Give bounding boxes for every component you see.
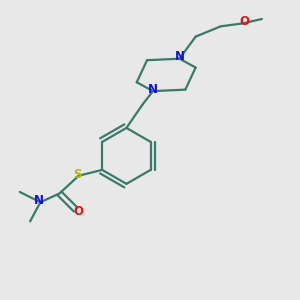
Text: O: O <box>239 15 249 28</box>
Text: O: O <box>74 205 84 218</box>
Text: N: N <box>148 82 158 95</box>
Text: N: N <box>34 194 44 207</box>
Text: N: N <box>174 50 184 63</box>
Text: S: S <box>73 168 81 181</box>
